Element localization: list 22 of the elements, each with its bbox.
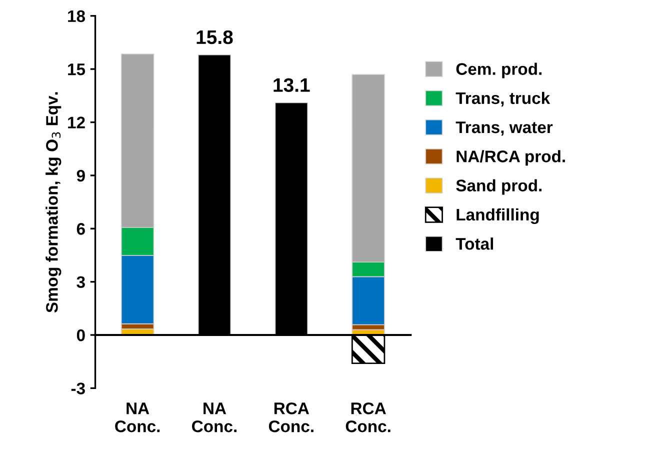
y-axis-title: Smog formation, kg O$_{3}$ Eqv. bbox=[46, 92, 62, 313]
x-tick-label: NA Conc. bbox=[115, 402, 160, 432]
legend-label: Cem. prod. bbox=[456, 62, 542, 78]
legend-label: Sand prod. bbox=[456, 179, 542, 195]
legend-label: Trans, water bbox=[456, 122, 553, 136]
x-tick-label: NA Conc. bbox=[192, 402, 236, 432]
legend-label: Landfilling bbox=[456, 208, 539, 224]
y-tick-label: 15 bbox=[68, 64, 86, 76]
y-tick-label: 3 bbox=[76, 276, 85, 288]
y-tick-label: 12 bbox=[68, 116, 85, 128]
data-label: 13.1 bbox=[274, 78, 310, 92]
y-tick-label: 9 bbox=[76, 170, 85, 182]
legend-label: Trans, truck bbox=[456, 92, 550, 107]
x-tick-label: RCA Conc. bbox=[268, 402, 314, 432]
y-tick-label: 6 bbox=[76, 223, 85, 235]
data-label: 15.8 bbox=[196, 30, 233, 44]
legend-label: NA/RCA prod. bbox=[456, 150, 565, 166]
y-tick-label: 18 bbox=[68, 10, 86, 22]
y-tick-label: 0 bbox=[76, 329, 85, 342]
y-tick-label: -3 bbox=[71, 382, 85, 394]
x-tick-label: RCA Conc. bbox=[346, 402, 390, 432]
legend-label: Total bbox=[456, 238, 494, 250]
